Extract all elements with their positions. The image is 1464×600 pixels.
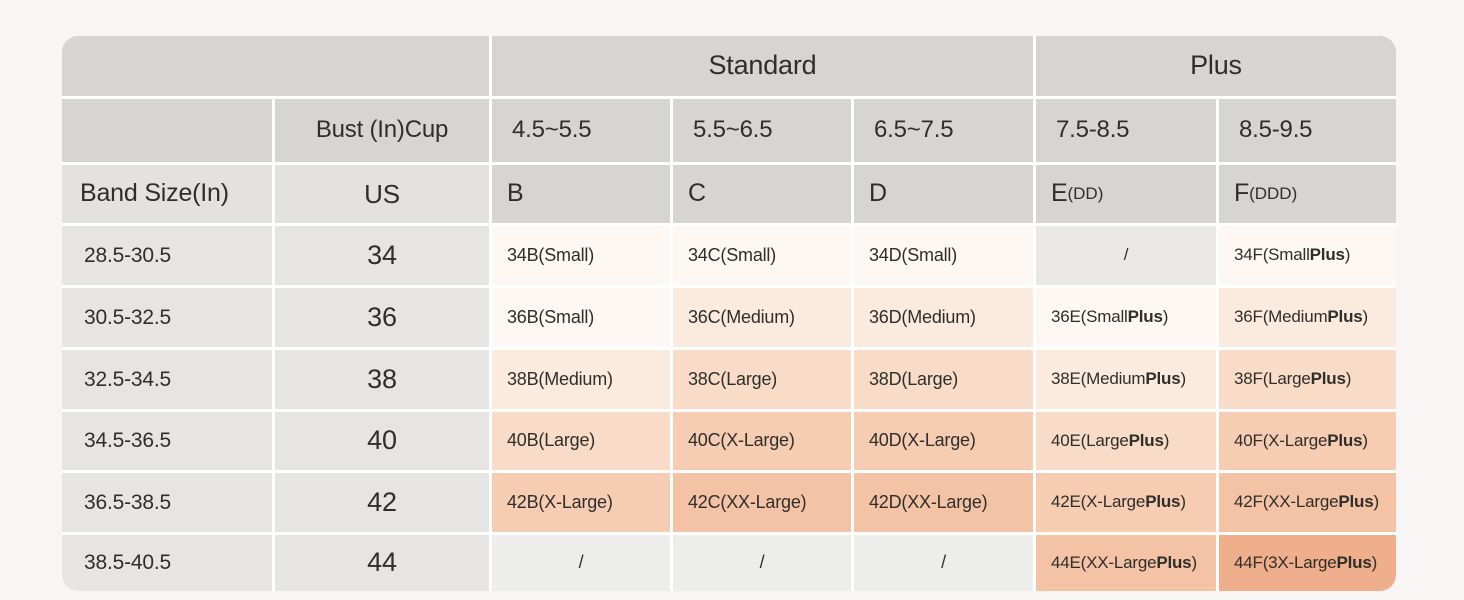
cup-letter-alias: (DD) <box>1067 183 1104 203</box>
size-cell: 40B(Large) <box>492 412 670 470</box>
size-cell: 36C(Medium) <box>673 288 851 347</box>
band-range-cell: 28.5-30.5 <box>62 226 272 285</box>
size-cell: 42F(XX-Large Plus) <box>1219 473 1396 532</box>
cup-letter: C <box>688 179 706 208</box>
band-size-header-cell: Band Size(In) <box>62 165 272 223</box>
header-empty-cell <box>62 99 272 162</box>
size-cell: 40D(X-Large) <box>854 412 1033 470</box>
size-cell: 38C(Large) <box>673 350 851 409</box>
plus-emphasis: Plus <box>1327 430 1363 450</box>
cup-header-cell: C <box>673 165 851 223</box>
cup-header-cell: D <box>854 165 1033 223</box>
size-cell: 40F(X-Large Plus) <box>1219 412 1396 470</box>
band-range-cell: 34.5-36.5 <box>62 412 272 470</box>
size-cell: 34B(Small) <box>492 226 670 285</box>
plus-emphasis: Plus <box>1127 307 1163 327</box>
size-cell: / <box>492 535 670 591</box>
cup-letter: E <box>1051 179 1068 208</box>
bust-range-header-cell: 5.5~6.5 <box>673 99 851 162</box>
bust-cup-header-cell: Bust (In)Cup <box>275 99 489 162</box>
size-chart-table: Standard Plus Bust (In)Cup 4.5~5.5 5.5~6… <box>62 36 1396 591</box>
us-size-cell: 42 <box>275 473 489 532</box>
size-cell: 44F(3X-Large Plus) <box>1219 535 1396 591</box>
size-cell: 42B(X-Large) <box>492 473 670 532</box>
cup-letter: D <box>869 179 887 208</box>
size-cell: 44E(XX-Large Plus) <box>1036 535 1216 591</box>
us-size-cell: 44 <box>275 535 489 591</box>
cup-header-cell: F (DDD) <box>1219 165 1396 223</box>
size-cell: 36E(Small Plus) <box>1036 288 1216 347</box>
plus-emphasis: Plus <box>1309 245 1345 265</box>
cup-letter-alias: (DDD) <box>1249 183 1298 203</box>
size-cell: / <box>1036 226 1216 285</box>
header-group-standard: Standard <box>492 36 1033 96</box>
size-cell: 36F(Medium Plus) <box>1219 288 1396 347</box>
bust-range-header-cell: 8.5-9.5 <box>1219 99 1396 162</box>
us-size-cell: 36 <box>275 288 489 347</box>
header-corner-cell <box>62 36 489 96</box>
size-cell: 38B(Medium) <box>492 350 670 409</box>
size-cell: 36B(Small) <box>492 288 670 347</box>
size-cell: 34F(Small Plus) <box>1219 226 1396 285</box>
cup-letter: B <box>507 179 524 208</box>
cup-header-cell: B <box>492 165 670 223</box>
us-header-cell: US <box>275 165 489 223</box>
bust-range-header-cell: 4.5~5.5 <box>492 99 670 162</box>
size-cell: 38E(Medium Plus) <box>1036 350 1216 409</box>
header-group-plus: Plus <box>1036 36 1396 96</box>
size-cell: 36D(Medium) <box>854 288 1033 347</box>
size-cell: 38D(Large) <box>854 350 1033 409</box>
us-size-cell: 34 <box>275 226 489 285</box>
us-size-cell: 38 <box>275 350 489 409</box>
size-cell: 40E(Large Plus) <box>1036 412 1216 470</box>
band-range-cell: 36.5-38.5 <box>62 473 272 532</box>
size-cell: 42D(XX-Large) <box>854 473 1033 532</box>
size-cell: / <box>854 535 1033 591</box>
plus-emphasis: Plus <box>1327 307 1363 327</box>
plus-emphasis: Plus <box>1338 492 1374 512</box>
plus-emphasis: Plus <box>1128 430 1164 450</box>
bust-range-header-cell: 7.5-8.5 <box>1036 99 1216 162</box>
plus-emphasis: Plus <box>1156 552 1192 572</box>
size-cell: 34D(Small) <box>854 226 1033 285</box>
bust-range-header-cell: 6.5~7.5 <box>854 99 1033 162</box>
size-cell: 42C(XX-Large) <box>673 473 851 532</box>
band-range-cell: 30.5-32.5 <box>62 288 272 347</box>
size-cell: 34C(Small) <box>673 226 851 285</box>
size-cell: 40C(X-Large) <box>673 412 851 470</box>
size-cell: 38F(Large Plus) <box>1219 350 1396 409</box>
band-range-cell: 38.5-40.5 <box>62 535 272 591</box>
size-cell: / <box>673 535 851 591</box>
cup-header-cell: E (DD) <box>1036 165 1216 223</box>
size-cell: 42E(X-Large Plus) <box>1036 473 1216 532</box>
band-range-cell: 32.5-34.5 <box>62 350 272 409</box>
cup-letter: F <box>1234 179 1250 208</box>
plus-emphasis: Plus <box>1310 369 1346 389</box>
plus-emphasis: Plus <box>1145 492 1181 512</box>
plus-emphasis: Plus <box>1145 369 1181 389</box>
plus-emphasis: Plus <box>1336 552 1372 572</box>
us-size-cell: 40 <box>275 412 489 470</box>
